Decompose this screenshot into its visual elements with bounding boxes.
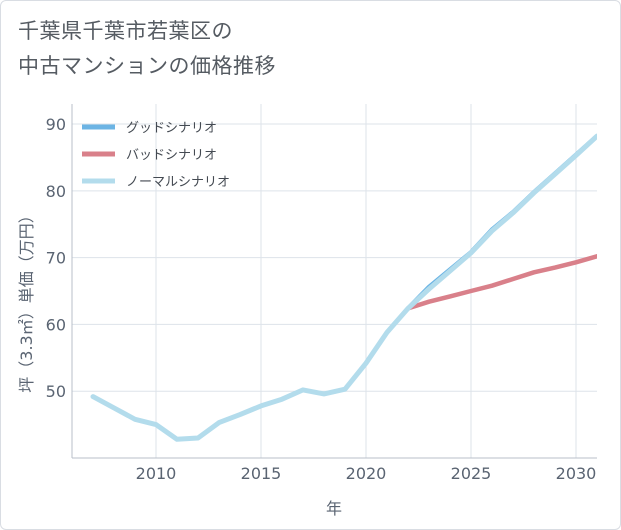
grid-lines bbox=[72, 104, 597, 458]
title-line-2: 中古マンションの価格推移 bbox=[18, 54, 276, 78]
y-tick-90: 90 bbox=[46, 115, 66, 134]
x-tick-labels: 2010 2015 2020 2025 2030 bbox=[136, 464, 597, 483]
series-line-2 bbox=[405, 254, 597, 311]
series-lines bbox=[90, 133, 597, 442]
legend-label-3: ノーマルシナリオ bbox=[126, 175, 230, 190]
x-tick-2025: 2025 bbox=[451, 464, 492, 483]
x-tick-2010: 2010 bbox=[136, 464, 177, 483]
y-tick-70: 70 bbox=[46, 249, 66, 268]
y-tick-50: 50 bbox=[46, 382, 66, 401]
x-tick-2030: 2030 bbox=[556, 464, 597, 483]
y-tick-80: 80 bbox=[46, 182, 66, 201]
chart-title: 千葉県千葉市若葉区の 中古マンションの価格推移 bbox=[18, 14, 276, 84]
y-tick-60: 60 bbox=[46, 315, 66, 334]
x-tick-2020: 2020 bbox=[346, 464, 387, 483]
y-tick-labels: 50 60 70 80 90 bbox=[46, 115, 66, 401]
plot-area bbox=[90, 133, 597, 442]
legend-label-2: バッドシナリオ bbox=[126, 148, 217, 163]
series-line-3 bbox=[90, 133, 597, 442]
x-tick-2015: 2015 bbox=[241, 464, 282, 483]
y-axis-title: 坪（3.3㎡）単価（万円） bbox=[17, 207, 36, 392]
x-axis-title: 年 bbox=[326, 499, 342, 518]
title-line-1: 千葉県千葉市若葉区の bbox=[18, 19, 233, 43]
legend-label-1: グッドシナリオ bbox=[126, 121, 217, 136]
